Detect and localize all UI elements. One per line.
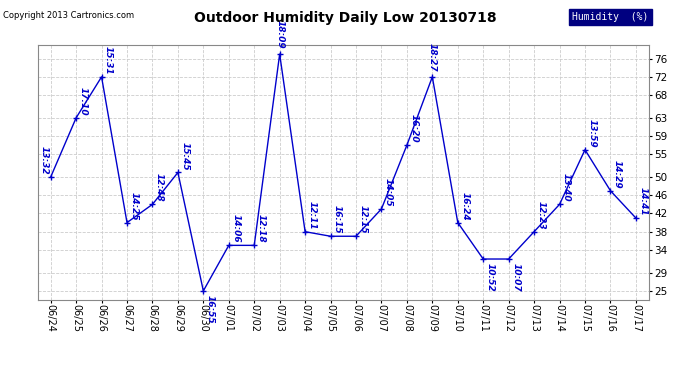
Text: 16:24: 16:24 (460, 192, 469, 220)
Text: 16:55: 16:55 (206, 294, 215, 323)
Text: 15:31: 15:31 (104, 46, 113, 75)
Text: Humidity  (%): Humidity (%) (572, 12, 649, 22)
Text: 15:45: 15:45 (180, 142, 190, 170)
Text: 14:06: 14:06 (231, 214, 240, 243)
Text: 13:59: 13:59 (587, 119, 597, 147)
Text: 12:18: 12:18 (257, 214, 266, 243)
Text: 17:10: 17:10 (79, 87, 88, 116)
Text: 10:07: 10:07 (511, 262, 520, 291)
Text: 18:09: 18:09 (275, 20, 284, 49)
Text: 13:32: 13:32 (39, 146, 48, 175)
Text: 10:52: 10:52 (486, 262, 495, 291)
Text: 12:11: 12:11 (308, 201, 317, 230)
Text: 16:15: 16:15 (333, 206, 342, 234)
Text: 16:20: 16:20 (409, 114, 418, 143)
Text: 14:25: 14:25 (130, 192, 139, 220)
Text: 14:29: 14:29 (613, 160, 622, 188)
Text: 18:27: 18:27 (428, 43, 437, 71)
Text: 12:48: 12:48 (155, 174, 164, 202)
Text: 14:41: 14:41 (638, 187, 647, 216)
Text: Copyright 2013 Cartronics.com: Copyright 2013 Cartronics.com (3, 11, 135, 20)
Text: 14:05: 14:05 (384, 178, 393, 207)
Text: Outdoor Humidity Daily Low 20130718: Outdoor Humidity Daily Low 20130718 (194, 11, 496, 25)
Text: 13:40: 13:40 (562, 174, 571, 202)
Text: 12:23: 12:23 (537, 201, 546, 230)
Text: 12:15: 12:15 (359, 206, 368, 234)
